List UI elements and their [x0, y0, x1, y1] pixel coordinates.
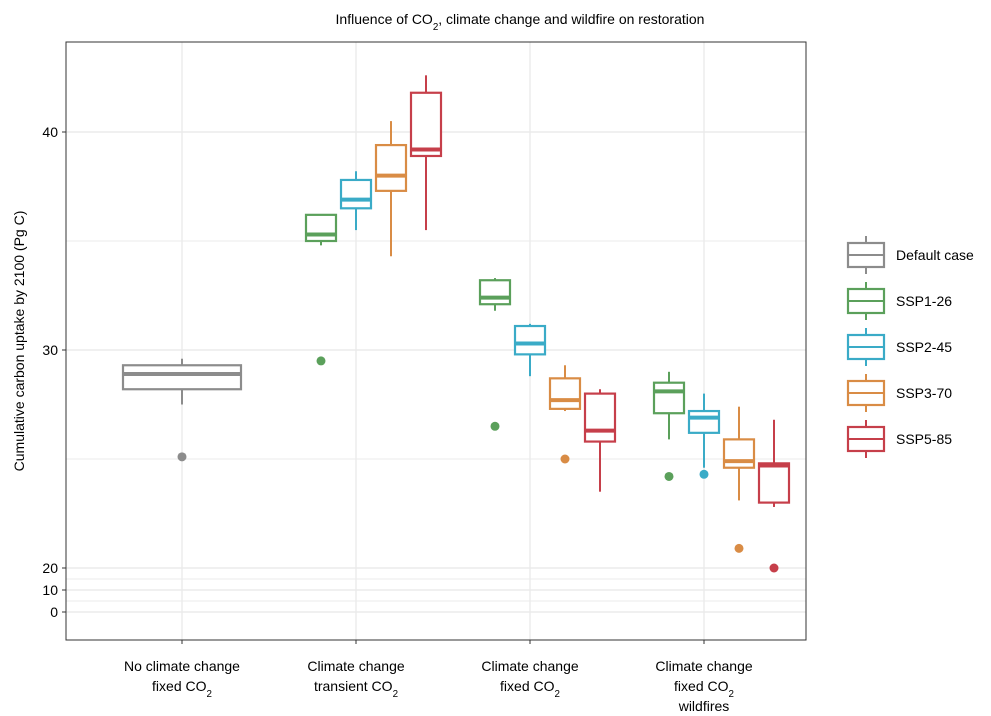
box-ssp5-85 — [583, 389, 617, 492]
box-iqr — [583, 392, 617, 443]
box-ssp1-26 — [304, 213, 338, 366]
legend-key — [846, 374, 886, 412]
legend-label: SSP1-26 — [896, 293, 952, 309]
x-tick-label: Climate change — [481, 658, 578, 674]
x-tick-label: fixed CO2 — [500, 678, 560, 700]
legend-item: SSP5-85 — [846, 420, 952, 458]
x-tick-label: wildfires — [678, 698, 730, 714]
box-iqr — [374, 143, 408, 192]
box-iqr — [652, 381, 686, 415]
legend-key — [846, 282, 886, 320]
y-tick-label: 20 — [42, 560, 58, 576]
box-iqr — [339, 178, 373, 210]
box-iqr — [478, 279, 512, 306]
x-tick-label: fixed CO2 — [674, 678, 734, 700]
legend-key — [846, 328, 886, 366]
box-iqr — [513, 324, 547, 356]
box-plots — [121, 75, 791, 573]
legend-item: Default case — [846, 236, 974, 274]
box-iqr — [548, 377, 582, 410]
legend-label: Default case — [896, 247, 974, 263]
box-iqr — [722, 438, 756, 469]
box-ssp3-70 — [548, 365, 582, 464]
x-tick-label: Climate change — [655, 658, 752, 674]
x-tick-label: Climate change — [307, 658, 404, 674]
y-tick-label: 40 — [42, 124, 58, 140]
box-iqr — [121, 364, 243, 391]
box-iqr — [687, 409, 721, 434]
outlier-point — [560, 454, 570, 464]
box-ssp2-45 — [513, 323, 547, 377]
box-ssp2-45 — [339, 171, 373, 231]
x-tick-label: transient CO2 — [314, 678, 398, 700]
x-tick-label: No climate change — [124, 658, 240, 674]
x-axis: No climate change fixed CO2 Climate change… — [124, 640, 753, 714]
outlier-point — [769, 563, 779, 573]
box-ssp2-45 — [687, 393, 721, 479]
outlier-point — [699, 469, 709, 479]
box-ssp1-26 — [478, 278, 512, 431]
legend-label: SSP2-45 — [896, 339, 952, 355]
x-tick-label: fixed CO2 — [152, 678, 212, 700]
legend-label: SSP5-85 — [896, 431, 952, 447]
y-tick-label: 0 — [50, 604, 58, 620]
box-ssp1-26 — [652, 371, 686, 481]
plot-frame — [65, 41, 807, 641]
box-ssp5-85 — [409, 75, 443, 231]
box-ssp5-85 — [757, 419, 791, 573]
y-tick-label: 10 — [42, 582, 58, 598]
legend-key — [846, 236, 886, 274]
plot-border — [65, 41, 807, 641]
outlier-point — [734, 543, 744, 553]
y-tick-label: 30 — [42, 342, 58, 358]
outlier-point — [177, 452, 187, 462]
legend-item: SSP1-26 — [846, 282, 952, 320]
legend: Default case SSP1-26 SSP2-45 SSP3-70 SSP5-85 — [846, 236, 974, 458]
outlier-point — [316, 356, 326, 366]
box-iqr — [409, 91, 443, 158]
outlier-point — [490, 421, 500, 431]
box-ssp3-70 — [722, 406, 756, 553]
box-default-case — [121, 358, 243, 462]
legend-key — [846, 420, 886, 458]
box-iqr — [304, 213, 338, 243]
chart-title: Influence of CO2, climate change and wil… — [336, 11, 705, 33]
legend-item: SSP3-70 — [846, 374, 952, 412]
y-axis-label: Cumulative carbon uptake by 2100 (Pg C) — [11, 211, 27, 472]
box-ssp3-70 — [374, 121, 408, 257]
outlier-point — [664, 471, 674, 481]
legend-label: SSP3-70 — [896, 385, 952, 401]
y-axis: 0 10 20 30 40 — [42, 124, 66, 620]
box-iqr — [757, 462, 791, 504]
legend-item: SSP2-45 — [846, 328, 952, 366]
